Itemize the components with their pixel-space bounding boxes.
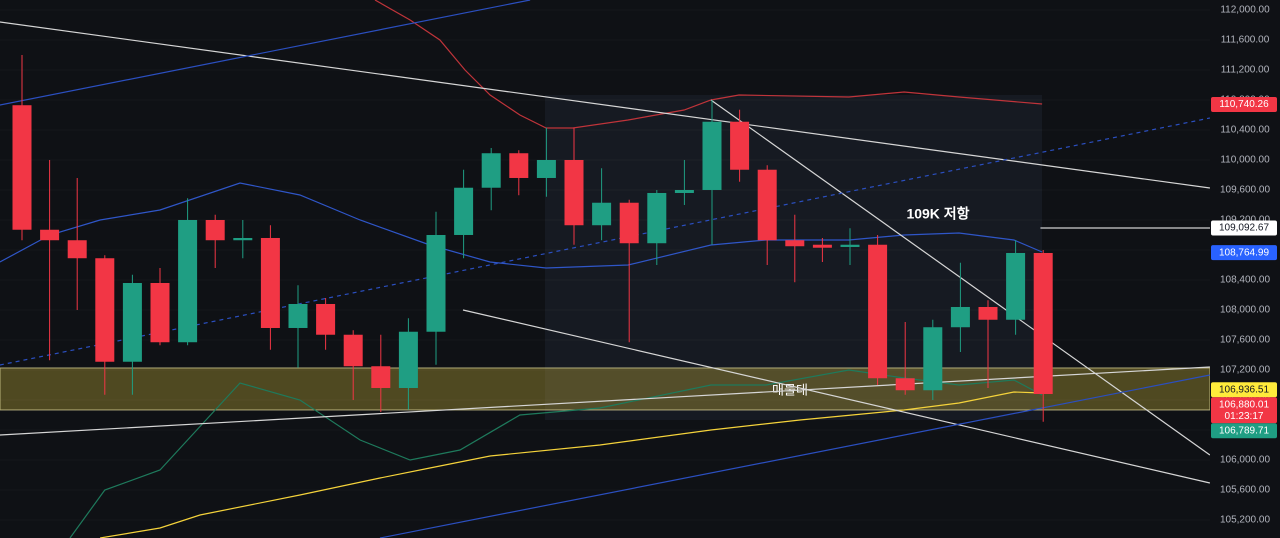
price-tag-label: 110,740.26 (1219, 99, 1269, 110)
zone-layer (0, 367, 1211, 411)
price-tag (1211, 220, 1277, 236)
candle-body (812, 244, 832, 248)
candle-body (40, 229, 60, 241)
candle-body (950, 306, 970, 328)
candle-body (509, 153, 529, 178)
candle-body (895, 378, 915, 391)
overlay-line (100, 391, 1043, 538)
price-tag-label: 106,880.01 (1219, 399, 1269, 410)
y-tick-label: 112,000.00 (1220, 5, 1270, 16)
candle-body (371, 366, 391, 388)
price-tag (1211, 382, 1277, 398)
candle-body (1006, 252, 1026, 320)
y-tick-label: 109,200.00 (1220, 215, 1270, 226)
y-tick-label: 110,000.00 (1220, 155, 1270, 166)
candle-body (785, 240, 805, 247)
y-tick-label: 106,000.00 (1220, 455, 1270, 466)
candle-body (67, 240, 87, 259)
candle-body (619, 202, 639, 244)
overlay-line (0, 21, 1210, 189)
price-tag-label: 106,789.71 (1219, 425, 1269, 436)
candle-body (398, 331, 418, 388)
candle-body (840, 244, 860, 247)
candle-body (95, 258, 115, 362)
price-tag (1211, 96, 1277, 112)
candle-body (757, 169, 777, 241)
candle-body (730, 121, 750, 170)
candle-body (536, 159, 556, 178)
y-tick-label: 110,400.00 (1220, 125, 1270, 136)
candle-body (316, 303, 336, 335)
y-tick-label: 107,600.00 (1220, 335, 1270, 346)
price-tag-label: 109,092.67 (1219, 223, 1269, 234)
y-tick-label: 108,400.00 (1220, 275, 1270, 286)
y-tick-label: 109,600.00 (1220, 185, 1270, 196)
y-tick-label: 105,200.00 (1220, 515, 1270, 526)
overlay-line (0, 117, 1211, 366)
candle-body (426, 234, 446, 332)
candle-body (288, 303, 308, 328)
y-tick-label: 107,200.00 (1220, 365, 1270, 376)
candle-body (481, 153, 501, 188)
price-tag-label: 106,936.51 (1219, 384, 1269, 395)
overlay-line (0, 182, 1043, 269)
range-shade (545, 95, 1042, 420)
candle-body (260, 237, 280, 328)
y-tick-label: 111,200.00 (1221, 65, 1270, 76)
candle-body (122, 282, 142, 362)
candle-body (205, 219, 225, 241)
price-tag-label: 108,764.99 (1219, 247, 1269, 258)
candle-body (868, 244, 888, 379)
overlay-line (374, 0, 1043, 129)
candle-body (702, 121, 722, 190)
overlay-line (69, 369, 1043, 538)
candle-body (343, 334, 363, 367)
overlay-line (462, 309, 1211, 484)
price-tag (1211, 397, 1277, 424)
countdown: 01:23:17 (1225, 411, 1264, 422)
candle-body (674, 189, 694, 193)
price-tag (1211, 245, 1277, 261)
zone-label: 매물대 (772, 382, 808, 397)
candle-body (978, 306, 998, 320)
candle-body (647, 192, 667, 244)
overlay-line (0, 0, 531, 106)
overlay-line (0, 366, 1210, 436)
candle-body (12, 105, 32, 230)
price-tags: 110,740.26 109,092.67 108,764.99 106,936.51… (1211, 96, 1277, 439)
supply-zone (0, 367, 1211, 411)
y-tick-label: 111,600.00 (1221, 35, 1270, 46)
annotation: 109K 저항 (906, 206, 969, 222)
price-tag (1211, 423, 1277, 439)
overlay-layer: 매물대 (0, 0, 1211, 538)
y-tick-label: 108,000.00 (1220, 305, 1270, 316)
candle-body (454, 187, 474, 235)
candle-body (178, 219, 198, 343)
candle-body (923, 327, 943, 391)
candle-layer (12, 54, 1053, 422)
candle-body (233, 237, 253, 241)
candle-body (592, 202, 612, 226)
candle-body (564, 159, 584, 226)
price-axis (1210, 0, 1280, 538)
candle-body (150, 282, 170, 343)
y-tick-label: 105,600.00 (1220, 485, 1270, 496)
candle-body (1033, 252, 1053, 394)
overlay-line (379, 374, 1211, 538)
